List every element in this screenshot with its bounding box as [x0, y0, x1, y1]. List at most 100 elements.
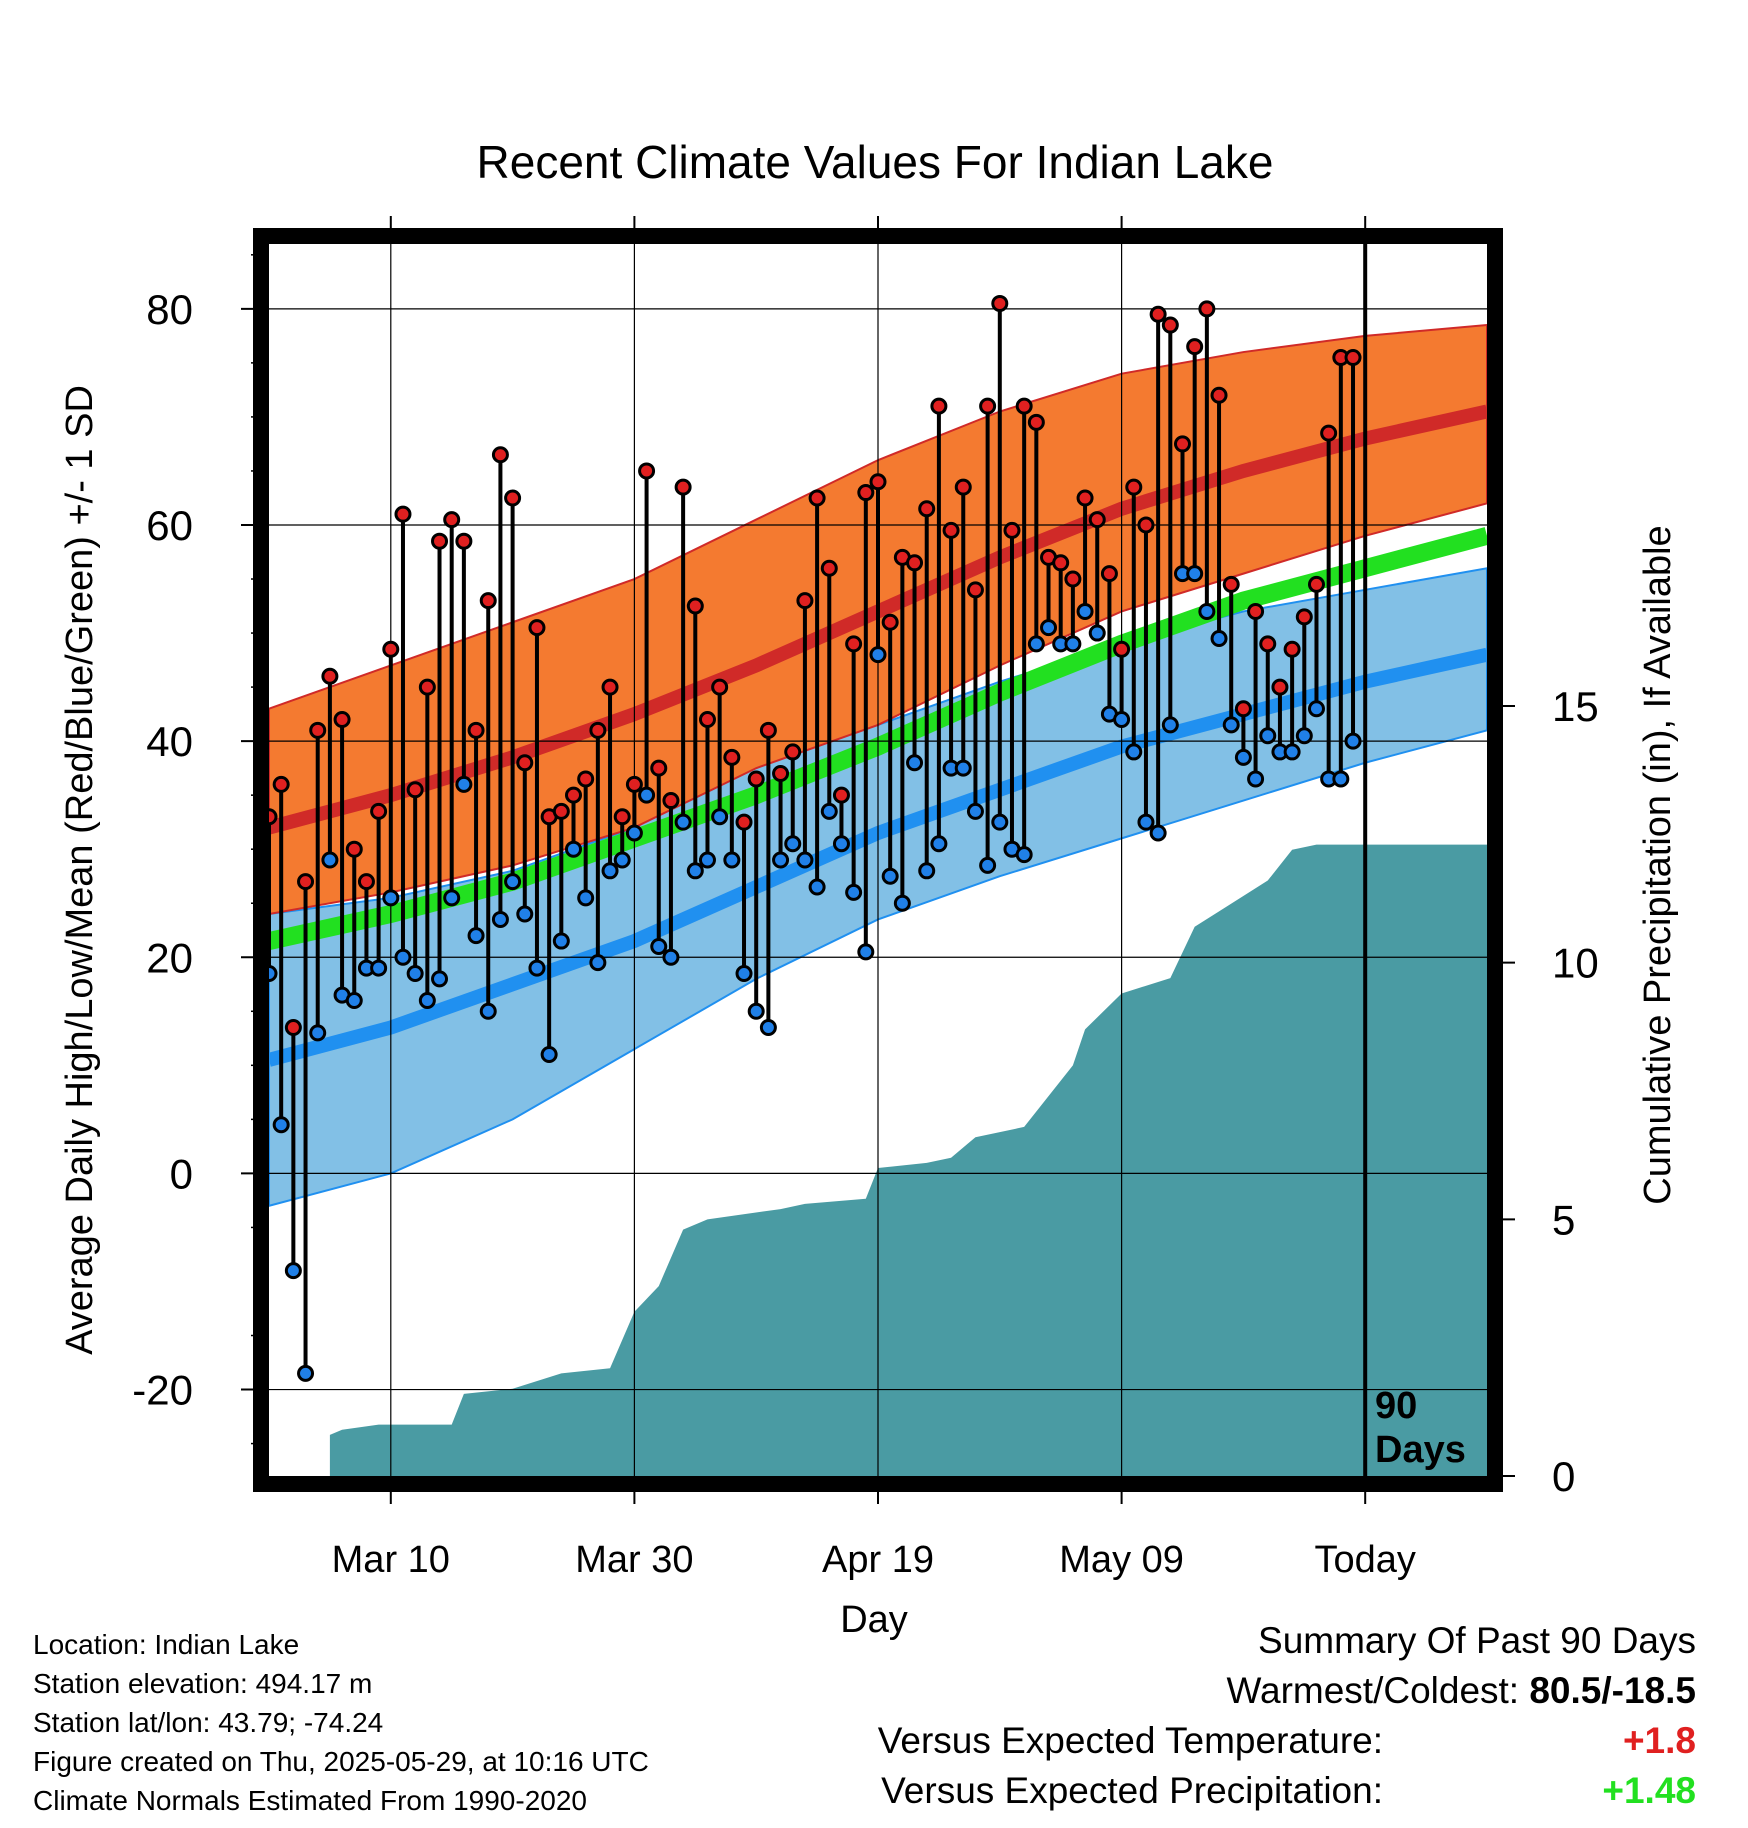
- daily-high-point: [309, 721, 327, 739]
- daily-low-point: [269, 964, 278, 982]
- daily-low-point: [918, 862, 936, 880]
- daily-low-point: [443, 889, 461, 907]
- daily-low-point: [540, 1046, 558, 1064]
- daily-high-point: [1125, 478, 1143, 496]
- daily-low-point: [796, 851, 814, 869]
- daily-high-point: [443, 511, 461, 529]
- daily-high-point: [1198, 300, 1216, 318]
- daily-low-point: [1210, 629, 1228, 647]
- daily-low-point: [394, 948, 412, 966]
- daily-low-point: [820, 802, 838, 820]
- daily-high-point: [796, 592, 814, 610]
- x-axis-label: Day: [840, 1599, 908, 1641]
- info-latlon: Station lat/lon: 43.79; -74.24: [33, 1707, 384, 1738]
- daily-low-point: [455, 775, 473, 793]
- daily-high-point: [1234, 700, 1252, 718]
- daily-high-point: [467, 721, 485, 739]
- daily-high-point: [345, 840, 363, 858]
- daily-high-point: [297, 873, 315, 891]
- daily-high-point: [1247, 602, 1265, 620]
- daily-high-point: [1283, 640, 1301, 658]
- daily-low-point: [1222, 716, 1240, 734]
- daily-low-point: [759, 1019, 777, 1037]
- daily-low-point: [1149, 824, 1167, 842]
- daily-high-point: [881, 613, 899, 631]
- daily-low-point: [966, 802, 984, 820]
- y-tick-label: 40: [146, 718, 193, 765]
- y-tick-label: 60: [146, 502, 193, 549]
- daily-low-point: [638, 786, 656, 804]
- daily-low-point: [979, 856, 997, 874]
- y-tick-label: 20: [146, 934, 193, 981]
- daily-high-point: [930, 397, 948, 415]
- daily-high-point: [832, 786, 850, 804]
- daily-low-point: [589, 954, 607, 972]
- daily-low-point: [906, 754, 924, 772]
- daily-low-point: [321, 851, 339, 869]
- daily-low-point: [479, 1002, 497, 1020]
- daily-low-point: [1198, 602, 1216, 620]
- daily-high-point: [662, 792, 680, 810]
- daily-low-point: [1234, 748, 1252, 766]
- daily-high-point: [674, 478, 692, 496]
- y2-tick-label: 10: [1552, 940, 1599, 987]
- daily-high-point: [625, 775, 643, 793]
- daily-low-point: [869, 646, 887, 664]
- daily-high-point: [711, 678, 729, 696]
- daily-low-point: [370, 959, 388, 977]
- daily-high-point: [918, 500, 936, 518]
- daily-low-point: [991, 813, 1009, 831]
- daily-high-point: [650, 759, 668, 777]
- daily-high-point: [759, 721, 777, 739]
- today-label-line2: Days: [1375, 1429, 1466, 1471]
- temp-value-text: +1.8: [1622, 1720, 1696, 1761]
- y-tick-label: -20: [132, 1367, 193, 1414]
- daily-high-point: [370, 802, 388, 820]
- daily-high-point: [772, 765, 790, 783]
- daily-high-point: [638, 462, 656, 480]
- daily-low-point: [382, 889, 400, 907]
- y-tick-label: 80: [146, 286, 193, 333]
- daily-high-point: [1271, 678, 1289, 696]
- x-tick-label: Mar 10: [332, 1539, 450, 1581]
- daily-low-point: [662, 948, 680, 966]
- daily-high-point: [991, 294, 1009, 312]
- daily-low-point: [491, 910, 509, 928]
- daily-low-point: [613, 851, 631, 869]
- daily-low-point: [954, 759, 972, 777]
- daily-high-point: [857, 484, 875, 502]
- info-normals: Climate Normals Estimated From 1990-2020: [33, 1785, 587, 1816]
- daily-high-point: [406, 781, 424, 799]
- daily-high-point: [1295, 608, 1313, 626]
- daily-high-point: [784, 743, 802, 761]
- axes: -20 0 20 40 60 80 Mar 10 Mar 30 Apr 19 May 09 Toda…: [132, 216, 1599, 1581]
- daily-low-point: [1307, 700, 1325, 718]
- daily-high-point: [1149, 305, 1167, 323]
- daily-high-point: [1052, 554, 1070, 572]
- daily-low-point: [1332, 770, 1350, 788]
- daily-high-point: [1344, 348, 1362, 366]
- daily-high-point: [1137, 516, 1155, 534]
- daily-low-point: [1344, 732, 1362, 750]
- daily-low-point: [565, 840, 582, 858]
- y-tick-label: 0: [170, 1150, 193, 1197]
- x-tick-label: May 09: [1059, 1539, 1184, 1581]
- daily-high-point: [820, 559, 838, 577]
- daily-low-point: [711, 808, 729, 826]
- daily-high-point: [272, 775, 290, 793]
- warm-cold-label: Warmest/Coldest:: [1226, 1670, 1520, 1711]
- daily-low-point: [893, 894, 911, 912]
- daily-high-point: [686, 597, 704, 615]
- daily-low-point: [1088, 624, 1106, 642]
- daily-low-point: [747, 1002, 765, 1020]
- daily-low-point: [406, 964, 424, 982]
- daily-high-point: [979, 397, 997, 415]
- daily-high-point: [269, 808, 278, 826]
- daily-low-point: [735, 964, 753, 982]
- daily-low-point: [601, 862, 619, 880]
- daily-high-point: [1222, 575, 1240, 593]
- daily-high-point: [431, 532, 449, 550]
- daily-high-point: [1161, 316, 1179, 334]
- daily-low-point: [1259, 727, 1277, 745]
- today-label-line1: 90: [1375, 1385, 1417, 1427]
